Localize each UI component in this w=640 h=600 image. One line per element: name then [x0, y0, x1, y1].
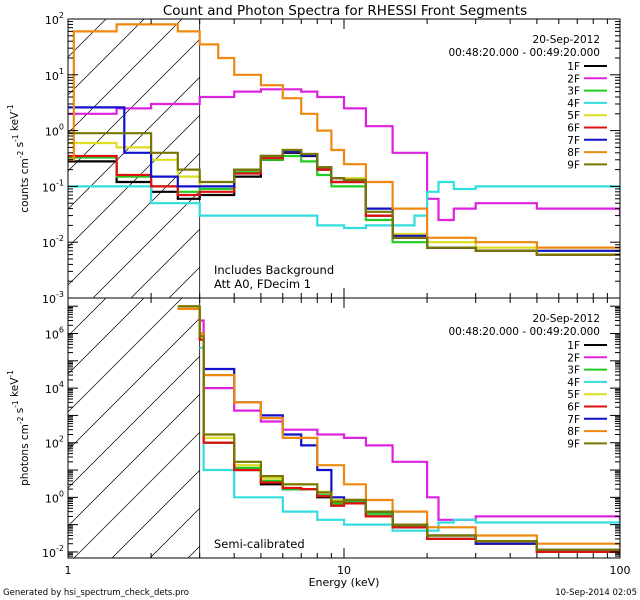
date-label: 20-Sep-2012	[533, 313, 600, 325]
series-line-2F	[68, 88, 620, 222]
hatch-line	[68, 393, 200, 527]
x-axis-label: Energy (keV)	[309, 576, 380, 589]
hatch-line	[68, 298, 145, 375]
date-label: 20-Sep-2012	[533, 34, 600, 46]
annotation-text: Att A0, FDecim 1	[214, 277, 311, 291]
legend-label-6F: 6F	[567, 123, 580, 135]
legend-label-8F: 8F	[567, 147, 580, 159]
annotation-text: Includes Background	[214, 263, 334, 277]
hatch-line	[68, 19, 183, 134]
hatch-line	[73, 431, 200, 558]
legend-label-2F: 2F	[567, 352, 580, 364]
legend-label-7F: 7F	[567, 414, 580, 426]
legend-label-7F: 7F	[567, 135, 580, 147]
legend-label-9F: 9F	[567, 438, 580, 450]
hatch-line	[68, 152, 200, 286]
hatch-line	[92, 190, 200, 298]
x-tick-label: 100	[610, 564, 631, 577]
figure-title: Count and Photon Spectra for RHESSI Fron…	[163, 3, 527, 19]
hatch-line	[111, 469, 200, 558]
hatch-line	[68, 19, 145, 96]
legend-label-5F: 5F	[567, 389, 580, 401]
series-line-7F	[68, 106, 620, 252]
hatch-line	[149, 507, 200, 558]
time-range-label: 00:48:20.000 - 00:49:20.000	[448, 47, 600, 59]
hatch-line	[68, 355, 200, 489]
legend-label-1F: 1F	[567, 340, 580, 352]
legend-label-8F: 8F	[567, 426, 580, 438]
legend-label-5F: 5F	[567, 110, 580, 122]
series-line-9F	[177, 305, 620, 552]
series-line-8F	[68, 23, 620, 249]
legend-label-1F: 1F	[567, 61, 580, 73]
footer-generated: Generated by hsi_spectrum_check_dets.pro	[3, 588, 189, 598]
time-range-label: 00:48:20.000 - 00:49:20.000	[448, 326, 600, 338]
series-line-9F	[68, 132, 620, 256]
legend-label-4F: 4F	[567, 98, 580, 110]
y-axis-label: counts cm-2 s-1 keV-1	[6, 104, 31, 213]
hatch-line	[68, 317, 200, 451]
legend-label-3F: 3F	[567, 365, 580, 377]
annotation-text: Semi-calibrated	[214, 537, 305, 551]
hatch-line	[130, 228, 200, 298]
legend-label-2F: 2F	[567, 73, 580, 85]
series-line-4F	[68, 180, 620, 230]
hatch-line	[68, 114, 200, 248]
y-axis-label: photons cm-2 s-1 keV-1	[6, 370, 31, 486]
hatch-line	[68, 76, 200, 210]
x-tick-label: 1	[65, 564, 72, 577]
footer-date: 10-Sep-2014 02:05	[555, 588, 637, 598]
legend-label-9F: 9F	[567, 159, 580, 171]
legend-label-3F: 3F	[567, 86, 580, 98]
legend-label-6F: 6F	[567, 402, 580, 414]
x-tick-label: 10	[337, 564, 351, 577]
legend-label-4F: 4F	[567, 377, 580, 389]
hatch-region	[68, 298, 200, 558]
series-line-8F	[177, 307, 620, 548]
hatch-line	[68, 298, 183, 413]
